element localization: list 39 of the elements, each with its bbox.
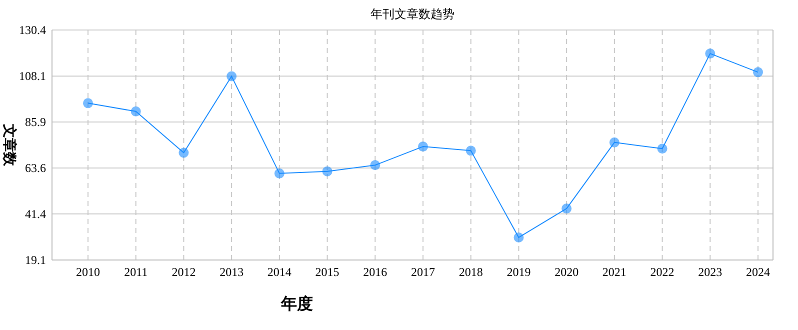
y-axis-title: 文章数 [1, 123, 18, 167]
x-tick-label: 2024 [746, 265, 770, 279]
point [178, 148, 189, 158]
point [130, 106, 141, 116]
point [753, 67, 763, 78]
y-tick-label: 41.4 [25, 206, 46, 221]
point [274, 168, 284, 178]
chart-title: 年刊文章数趋势 [370, 7, 454, 21]
point [83, 98, 93, 108]
x-tick-label: 2017 [411, 265, 435, 279]
x-tick-label: 2010 [76, 265, 100, 279]
x-tick-label: 2018 [458, 265, 483, 279]
point [466, 146, 476, 156]
x-tick-label: 2016 [363, 265, 388, 279]
x-tick-label: 2019 [506, 265, 531, 279]
y-tick-label: 108.1 [19, 69, 46, 84]
point [705, 48, 716, 59]
y-tick-label: 130.4 [19, 23, 46, 37]
point [657, 144, 668, 154]
x-tick-label: 2013 [220, 265, 244, 279]
x-axis-title: 年度 [280, 294, 313, 313]
point [322, 166, 332, 176]
point [226, 71, 237, 82]
point [514, 232, 524, 242]
point [609, 137, 620, 148]
y-tick-label: 63.6 [25, 161, 46, 176]
point [562, 204, 572, 214]
y-tick-label: 19.1 [25, 253, 46, 267]
x-tick-label: 2012 [172, 265, 196, 279]
x-tick-label: 2020 [554, 265, 579, 279]
x-tick-label: 2014 [267, 265, 292, 279]
point [370, 160, 380, 170]
x-tick-label: 2022 [650, 265, 674, 279]
x-tick-label: 2023 [698, 265, 722, 279]
x-tick-label: 2015 [315, 265, 340, 279]
x-tick-label: 2021 [602, 265, 626, 279]
x-tick-label: 2011 [124, 265, 148, 279]
y-tick-label: 85.9 [25, 114, 46, 129]
point [418, 142, 428, 152]
